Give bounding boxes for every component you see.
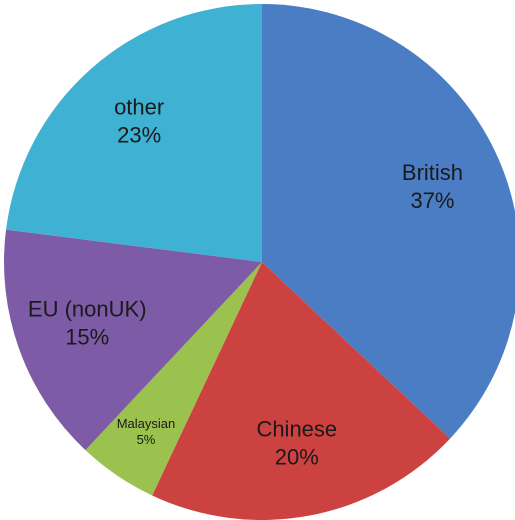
- slice-value-label: 37%: [410, 188, 454, 213]
- pie-slice: [85, 262, 263, 496]
- pie-slice: [6, 4, 262, 262]
- slice-value-label: 5%: [137, 432, 156, 447]
- slice-label: Malaysian: [117, 416, 176, 431]
- slice-label: EU (nonUK): [28, 297, 147, 322]
- slice-value-label: 20%: [275, 444, 319, 469]
- pie-slice: [262, 4, 515, 439]
- slice-label: other: [114, 94, 164, 119]
- slice-label: British: [402, 160, 463, 185]
- pie-slice: [3, 229, 262, 451]
- pie-slice: [152, 262, 451, 520]
- slice-value-label: 15%: [65, 325, 109, 350]
- slice-value-label: 23%: [117, 122, 161, 147]
- slice-label: Chinese: [256, 416, 337, 441]
